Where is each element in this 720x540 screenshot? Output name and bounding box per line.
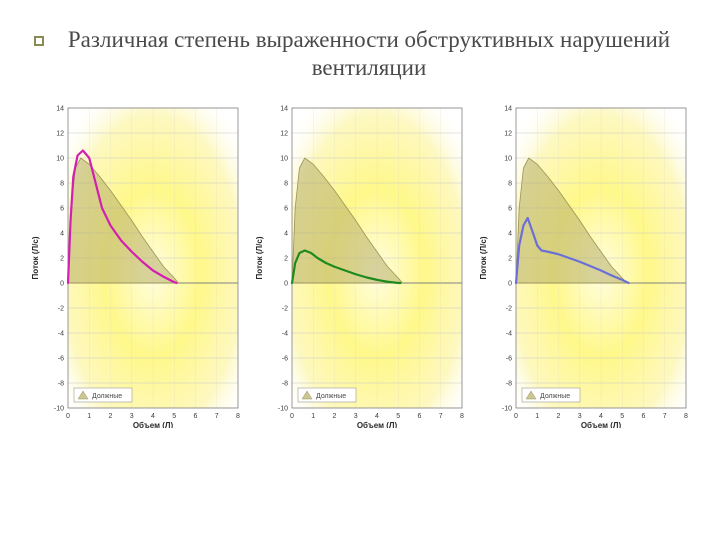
svg-text:1: 1 xyxy=(87,413,91,420)
svg-text:10: 10 xyxy=(504,156,512,163)
svg-text:14: 14 xyxy=(504,106,512,113)
svg-text:5: 5 xyxy=(396,413,400,420)
svg-text:4: 4 xyxy=(375,413,379,420)
svg-text:6: 6 xyxy=(508,206,512,213)
svg-text:7: 7 xyxy=(215,413,219,420)
svg-text:-8: -8 xyxy=(282,381,288,388)
svg-text:1: 1 xyxy=(311,413,315,420)
svg-text:6: 6 xyxy=(418,413,422,420)
svg-text:12: 12 xyxy=(280,131,288,138)
svg-text:-2: -2 xyxy=(506,306,512,313)
svg-text:6: 6 xyxy=(642,413,646,420)
svg-text:14: 14 xyxy=(56,106,64,113)
svg-text:10: 10 xyxy=(56,156,64,163)
svg-text:5: 5 xyxy=(172,413,176,420)
svg-text:-6: -6 xyxy=(282,356,288,363)
svg-text:-4: -4 xyxy=(506,331,512,338)
svg-text:1: 1 xyxy=(535,413,539,420)
svg-text:3: 3 xyxy=(130,413,134,420)
svg-text:7: 7 xyxy=(663,413,667,420)
svg-text:8: 8 xyxy=(508,181,512,188)
svg-text:8: 8 xyxy=(684,413,688,420)
svg-text:8: 8 xyxy=(284,181,288,188)
svg-text:2: 2 xyxy=(284,256,288,263)
svg-text:2: 2 xyxy=(557,413,561,420)
svg-text:Объем (Л): Объем (Л) xyxy=(133,421,174,428)
svg-text:6: 6 xyxy=(194,413,198,420)
svg-text:Поток (Л/с): Поток (Л/с) xyxy=(255,236,264,279)
svg-text:0: 0 xyxy=(514,413,518,420)
svg-text:6: 6 xyxy=(60,206,64,213)
svg-text:-2: -2 xyxy=(58,306,64,313)
svg-text:10: 10 xyxy=(280,156,288,163)
svg-text:4: 4 xyxy=(60,231,64,238)
flow-volume-chart-3: 14121086420-2-4-6-8-10012345678Объем (Л)… xyxy=(476,98,696,428)
svg-text:-6: -6 xyxy=(506,356,512,363)
svg-text:8: 8 xyxy=(460,413,464,420)
svg-text:-4: -4 xyxy=(58,331,64,338)
svg-text:6: 6 xyxy=(284,206,288,213)
svg-text:0: 0 xyxy=(60,281,64,288)
flow-volume-chart-1: 14121086420-2-4-6-8-10012345678Объем (Л)… xyxy=(28,98,248,428)
charts-row: 14121086420-2-4-6-8-10012345678Объем (Л)… xyxy=(24,98,696,428)
svg-text:-8: -8 xyxy=(506,381,512,388)
svg-text:3: 3 xyxy=(354,413,358,420)
svg-text:-10: -10 xyxy=(502,406,512,413)
svg-text:Должные: Должные xyxy=(316,393,346,400)
svg-text:-6: -6 xyxy=(58,356,64,363)
svg-text:0: 0 xyxy=(66,413,70,420)
svg-text:8: 8 xyxy=(60,181,64,188)
title-bullet-icon xyxy=(34,36,44,46)
svg-text:0: 0 xyxy=(508,281,512,288)
svg-text:2: 2 xyxy=(60,256,64,263)
svg-text:4: 4 xyxy=(284,231,288,238)
svg-text:5: 5 xyxy=(620,413,624,420)
svg-text:Объем (Л): Объем (Л) xyxy=(357,421,398,428)
svg-text:-10: -10 xyxy=(278,406,288,413)
svg-text:8: 8 xyxy=(236,413,240,420)
svg-text:Поток (Л/с): Поток (Л/с) xyxy=(479,236,488,279)
title-block: Различная степень выраженности обструкти… xyxy=(34,26,686,82)
svg-text:0: 0 xyxy=(290,413,294,420)
slide: Различная степень выраженности обструкти… xyxy=(0,0,720,540)
svg-text:-8: -8 xyxy=(58,381,64,388)
svg-text:Должные: Должные xyxy=(92,393,122,400)
svg-text:-4: -4 xyxy=(282,331,288,338)
svg-text:3: 3 xyxy=(578,413,582,420)
svg-text:-2: -2 xyxy=(282,306,288,313)
svg-text:4: 4 xyxy=(508,231,512,238)
page-title: Различная степень выраженности обструкти… xyxy=(52,26,686,82)
svg-text:2: 2 xyxy=(109,413,113,420)
svg-text:7: 7 xyxy=(439,413,443,420)
svg-text:12: 12 xyxy=(56,131,64,138)
svg-text:Поток (Л/с): Поток (Л/с) xyxy=(31,236,40,279)
svg-text:2: 2 xyxy=(333,413,337,420)
svg-text:4: 4 xyxy=(599,413,603,420)
flow-volume-chart-2: 14121086420-2-4-6-8-10012345678Объем (Л)… xyxy=(252,98,472,428)
svg-text:12: 12 xyxy=(504,131,512,138)
svg-text:4: 4 xyxy=(151,413,155,420)
svg-text:Должные: Должные xyxy=(540,393,570,400)
svg-text:14: 14 xyxy=(280,106,288,113)
svg-text:2: 2 xyxy=(508,256,512,263)
svg-text:Объем (Л): Объем (Л) xyxy=(581,421,622,428)
svg-text:0: 0 xyxy=(284,281,288,288)
svg-text:-10: -10 xyxy=(54,406,64,413)
